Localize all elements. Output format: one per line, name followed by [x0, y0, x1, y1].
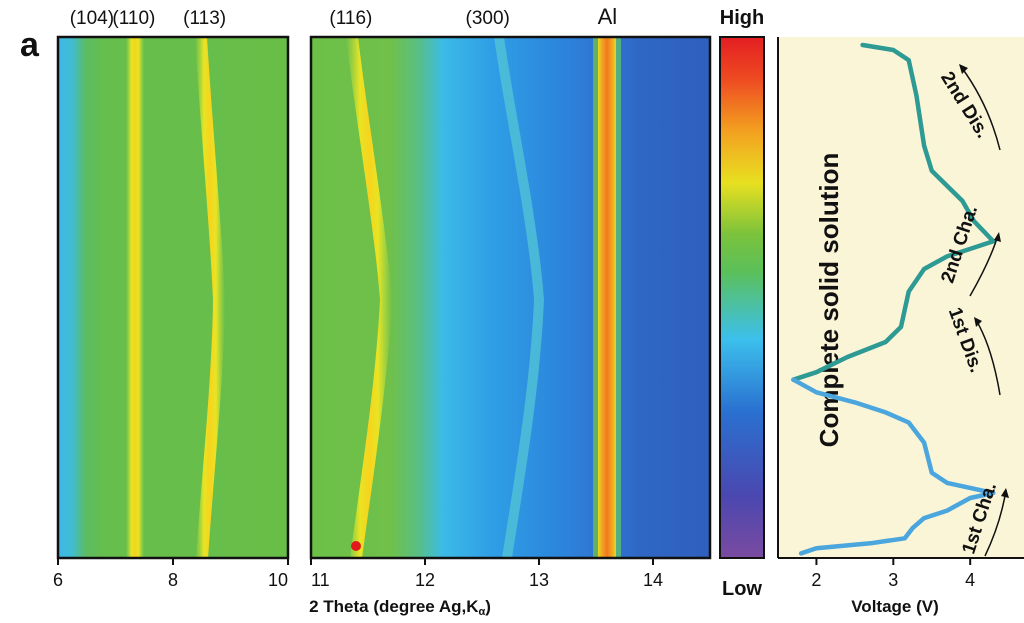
peak-label-left-1: (110) [112, 8, 155, 29]
colorbar-gradient [719, 36, 765, 559]
peak-label-right-0: (116) [329, 8, 372, 29]
colorbar-high-label: High [720, 7, 764, 29]
theta-axis: 2 Theta (degree Ag,Kα) 6 8 10 11 12 13 14 [53, 557, 710, 618]
contour-panel-left [56, 35, 290, 560]
solid-solution-annotation: Complete solid solution [814, 153, 844, 448]
theta-axis-title-main: 2 Theta (degree Ag,K [309, 597, 479, 616]
contour-panel-right [309, 35, 712, 560]
voltage-tick-3-label: 3 [888, 570, 898, 590]
colorbar-low-label: Low [722, 578, 762, 600]
voltage-curve-2 [791, 377, 996, 556]
voltage-curve-1 [791, 42, 996, 382]
arrow-1st-dis [974, 317, 1001, 396]
voltage-axis-title: Voltage (V) [851, 597, 939, 616]
theta-axis-title-close: ) [485, 597, 491, 616]
peak-band-116 [346, 37, 392, 558]
peak-band-113 [195, 37, 225, 558]
peak-band-110 [126, 37, 144, 558]
voltage-tick-4-label: 4 [965, 570, 975, 590]
voltage-curves [791, 42, 996, 556]
peak-band-al [598, 37, 616, 558]
theta-tick-13-label: 13 [529, 570, 549, 590]
peak-labels: (104)(110) (113) (116) (300) Al [70, 4, 617, 29]
peak-band-300 [494, 37, 544, 558]
theta-tick-14-label: 14 [643, 570, 663, 590]
peak-label-left-0: (104) [70, 8, 114, 29]
left-background [58, 37, 288, 558]
theta-tick-6-label: 6 [53, 570, 63, 590]
hot-spot [351, 541, 361, 551]
peak-label-left-2: (113) [183, 8, 226, 29]
arrow-1st-cha [984, 488, 1009, 557]
arrow-2nd-cha [969, 232, 1001, 297]
theta-tick-11-label: 11 [311, 570, 330, 590]
arrow-2nd-dis [959, 64, 1001, 151]
theta-tick-8-label: 8 [168, 570, 178, 590]
theta-tick-12-label: 12 [415, 570, 435, 590]
voltage-panel: Complete solid solution 1st Cha. 1st Dis… [777, 37, 1024, 616]
theta-axis-title-sub: α [478, 606, 485, 618]
al-edge-left [593, 37, 598, 558]
theta-tick-10-label: 10 [268, 570, 288, 590]
theta-axis-title: 2 Theta (degree Ag,Kα) [309, 597, 491, 618]
peak-label-right-2: Al [598, 4, 618, 29]
al-edge-right [616, 37, 621, 558]
colorbar: High Low [719, 7, 765, 600]
voltage-tick-2-label: 2 [811, 570, 821, 590]
peak-label-right-1: (300) [466, 8, 510, 29]
panel-label: a [20, 26, 40, 64]
voltage-background [778, 37, 1024, 558]
